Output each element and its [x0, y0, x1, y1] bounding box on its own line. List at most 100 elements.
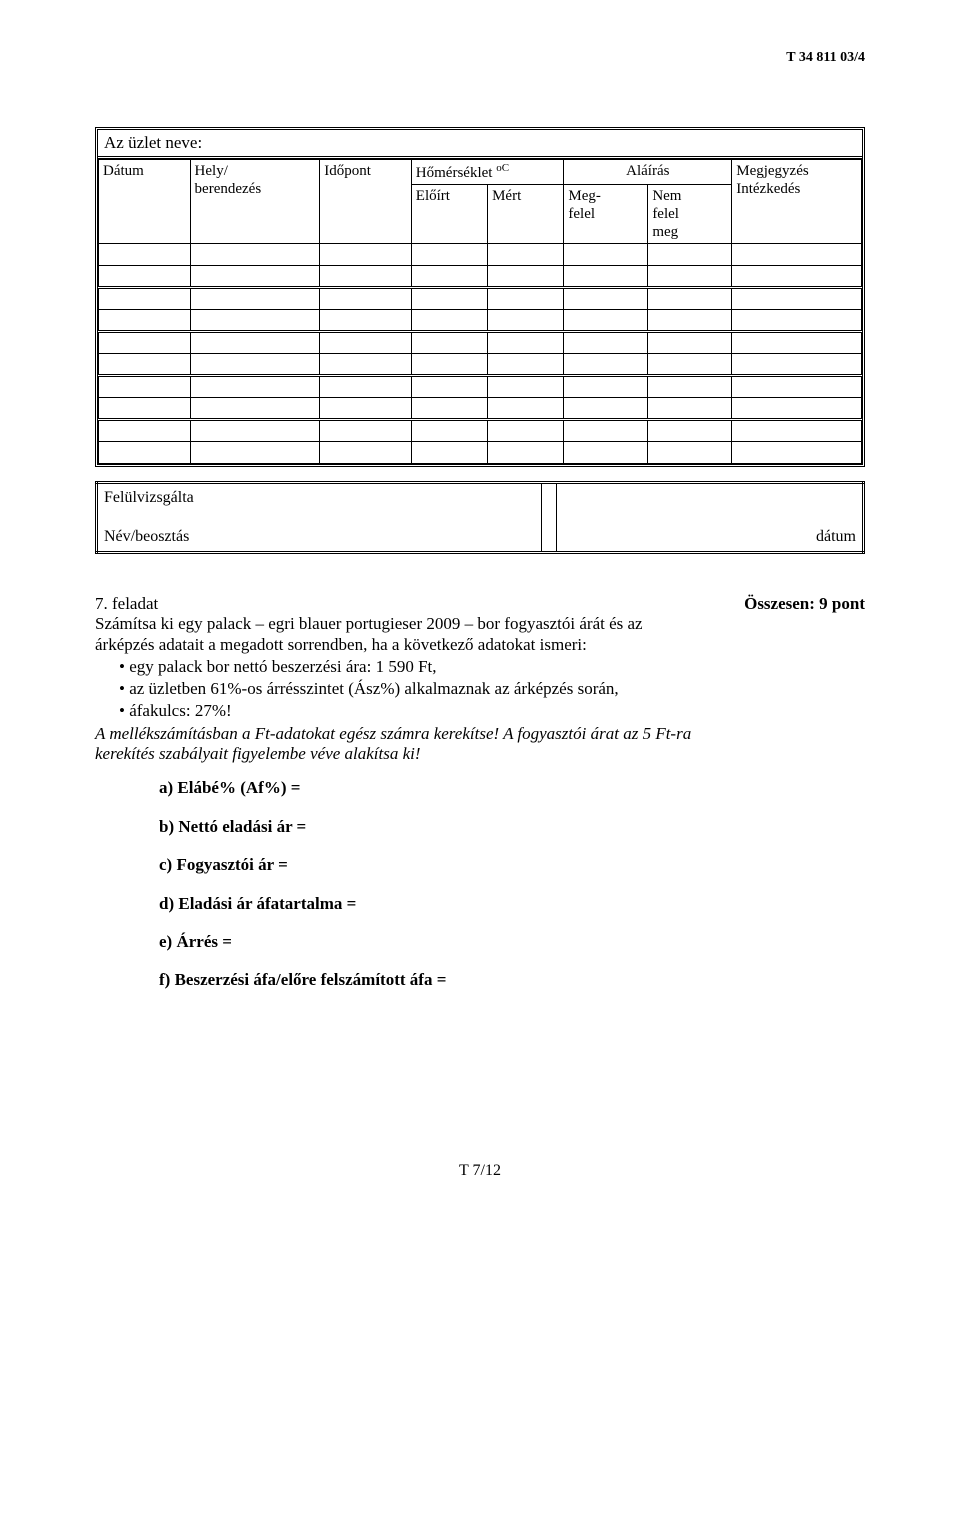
- table-cell: [732, 442, 862, 464]
- table-cell: [488, 354, 564, 376]
- table-row: [99, 244, 862, 266]
- answer-a: a) Elábé% (Af%) =: [159, 778, 865, 798]
- col-nemfelel: Nem felel meg: [648, 185, 732, 244]
- table-cell: [732, 398, 862, 420]
- name-position-label: Név/beosztás: [97, 511, 542, 552]
- table-cell: [488, 332, 564, 354]
- table-cell: [732, 354, 862, 376]
- table-row: [99, 266, 862, 288]
- table-cell: [564, 332, 648, 354]
- table-cell: [411, 442, 487, 464]
- table-cell: [564, 266, 648, 288]
- col-mert: Mért: [488, 185, 564, 244]
- task-intro-1: Számítsa ki egy palack – egri blauer por…: [95, 614, 643, 633]
- table-row: [99, 310, 862, 332]
- table-cell: [732, 288, 862, 310]
- table-cell: [564, 376, 648, 398]
- document-code: T 34 811 03/4: [95, 50, 865, 67]
- table-cell: [488, 310, 564, 332]
- task-points: Összesen: 9 pont: [744, 594, 865, 614]
- table-cell: [320, 442, 412, 464]
- table-row: [99, 398, 862, 420]
- table-cell: [190, 398, 320, 420]
- table-cell: [320, 398, 412, 420]
- table-cell: [99, 266, 191, 288]
- col-alairas: Aláírás: [564, 160, 732, 185]
- answers-list: a) Elábé% (Af%) = b) Nettó eladási ár = …: [159, 778, 865, 990]
- bullet-2: az üzletben 61%-os árrésszintet (Ász%) a…: [119, 679, 865, 700]
- table-cell: [411, 398, 487, 420]
- table-cell: [488, 376, 564, 398]
- table-cell: [648, 420, 732, 442]
- table-cell: [488, 442, 564, 464]
- table-cell: [320, 310, 412, 332]
- table-cell: [648, 244, 732, 266]
- answer-d: d) Eladási ár áfatartalma =: [159, 894, 865, 914]
- table-cell: [99, 310, 191, 332]
- table-cell: [411, 310, 487, 332]
- table-cell: [99, 442, 191, 464]
- table-cell: [411, 376, 487, 398]
- table-row: [99, 332, 862, 354]
- table-cell: [190, 332, 320, 354]
- table-cell: [488, 398, 564, 420]
- task-number: 7. feladat: [95, 594, 158, 614]
- table-cell: [648, 442, 732, 464]
- table-cell: [320, 288, 412, 310]
- table-cell: [99, 332, 191, 354]
- table-cell: [488, 266, 564, 288]
- date-label: dátum: [557, 483, 864, 552]
- bullet-1: egy palack bor nettó beszerzési ára: 1 5…: [119, 657, 865, 678]
- task-bullets: egy palack bor nettó beszerzési ára: 1 5…: [119, 657, 865, 721]
- col-idopont: Időpont: [320, 160, 412, 244]
- table-cell: [190, 420, 320, 442]
- table-row: [99, 288, 862, 310]
- col-megjegyzes: Megjegyzés Intézkedés: [732, 160, 862, 244]
- table-cell: [564, 398, 648, 420]
- table-cell: [99, 244, 191, 266]
- table-cell: [99, 398, 191, 420]
- table-cell: [732, 376, 862, 398]
- table-cell: [411, 266, 487, 288]
- table-cell: [320, 354, 412, 376]
- table-cell: [564, 310, 648, 332]
- review-table: Felülvizsgálta dátum Név/beosztás: [95, 481, 865, 553]
- table-cell: [411, 244, 487, 266]
- table-cell: [648, 288, 732, 310]
- table-cell: [648, 266, 732, 288]
- table-cell: [488, 288, 564, 310]
- task-heading: 7. feladat Összesen: 9 pont: [95, 594, 865, 614]
- table-cell: [190, 266, 320, 288]
- table-row: [99, 354, 862, 376]
- table-cell: [564, 420, 648, 442]
- table-cell: [648, 376, 732, 398]
- table-cell: [190, 310, 320, 332]
- table-cell: [488, 420, 564, 442]
- table-cell: [190, 376, 320, 398]
- table-row: [99, 420, 862, 442]
- table-cell: [648, 354, 732, 376]
- table-cell: [411, 354, 487, 376]
- table-cell: [564, 244, 648, 266]
- table-cell: [99, 376, 191, 398]
- log-table: Dátum Hely/ berendezés Időpont Hőmérsékl…: [98, 159, 862, 464]
- answer-b: b) Nettó eladási ár =: [159, 817, 865, 837]
- table-cell: [732, 310, 862, 332]
- table-cell: [648, 332, 732, 354]
- footer-spacer: [541, 483, 556, 552]
- table-cell: [320, 266, 412, 288]
- table-cell: [732, 244, 862, 266]
- table-cell: [99, 288, 191, 310]
- col-megfelel: Meg- felel: [564, 185, 648, 244]
- table-cell: [190, 288, 320, 310]
- table-cell: [411, 420, 487, 442]
- table-cell: [320, 244, 412, 266]
- table-cell: [564, 442, 648, 464]
- col-homerseklet: Hőmérséklet oC: [411, 160, 564, 185]
- table-cell: [190, 354, 320, 376]
- table-cell: [732, 332, 862, 354]
- table-cell: [411, 332, 487, 354]
- col-datum: Dátum: [99, 160, 191, 244]
- table-cell: [320, 332, 412, 354]
- table-cell: [732, 420, 862, 442]
